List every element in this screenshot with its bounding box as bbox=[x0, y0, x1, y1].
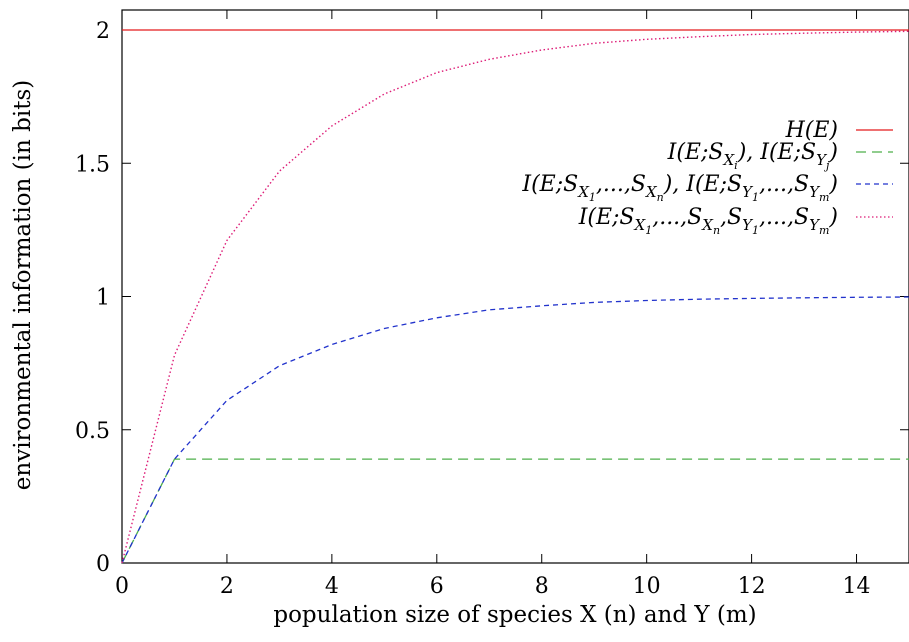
legend-label-2: I(E;SXi), I(E;SYj) bbox=[667, 140, 838, 172]
series-layer bbox=[121, 29, 909, 564]
y-tick-label: 2 bbox=[96, 19, 110, 44]
y-tick-label: 1 bbox=[96, 286, 110, 311]
legend: H(E)I(E;SXi), I(E;SYj)I(E;SX1,...,SXn), … bbox=[521, 118, 893, 237]
x-tick-label: 4 bbox=[325, 574, 339, 599]
x-tick-label: 6 bbox=[430, 574, 444, 599]
ticks: 0 2 4 6 8 10 12 14 0 0.5 1 1.5 2 bbox=[75, 10, 909, 599]
y-tick-label: 0.5 bbox=[75, 419, 110, 444]
plot-frame bbox=[121, 9, 909, 564]
series-line-2 bbox=[121, 458, 909, 564]
x-tick-label: 14 bbox=[843, 574, 871, 599]
series-line-3 bbox=[121, 296, 909, 564]
y-axis-label: environmental information (in bits) bbox=[10, 80, 36, 490]
y-tick-label: 1.5 bbox=[75, 152, 110, 177]
x-tick-label: 8 bbox=[535, 574, 549, 599]
x-tick-label: 12 bbox=[738, 574, 766, 599]
series-line-4 bbox=[121, 30, 909, 564]
x-axis-label: population size of species X (n) and Y (… bbox=[273, 602, 756, 628]
x-tick-label: 0 bbox=[115, 574, 129, 599]
x-tick-label: 2 bbox=[220, 574, 234, 599]
x-tick-label: 10 bbox=[633, 574, 661, 599]
legend-label-3: I(E;SX1,...,SXn), I(E;SY1,...,SYm) bbox=[521, 172, 838, 204]
y-tick-label: 0 bbox=[96, 552, 110, 577]
legend-label-1: H(E) bbox=[785, 118, 838, 143]
legend-label-4: I(E;SX1,...,SXn,SY1,...,SYm) bbox=[578, 205, 838, 237]
